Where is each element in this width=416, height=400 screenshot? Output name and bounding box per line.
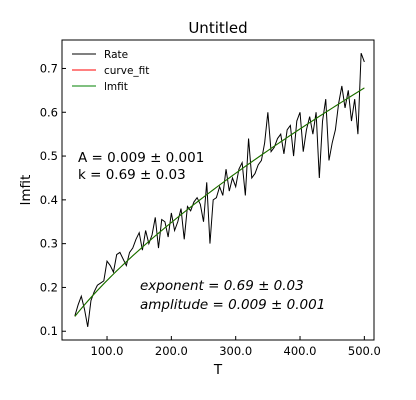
x-tick-label: 400.0 — [284, 344, 317, 358]
y-axis-label: lmfit — [18, 175, 34, 206]
series-line-rate — [74, 52, 365, 327]
y-tick-label: 0.7 — [40, 61, 58, 75]
legend-label-curve-fit: curve_fit — [104, 65, 149, 77]
fit-annotation-box-1: A = 0.009 ± 0.001 k = 0.69 ± 0.03 — [78, 150, 204, 183]
x-axis-label: T — [213, 362, 223, 378]
x-tick-label: 100.0 — [91, 344, 124, 358]
series-line-lmfit — [74, 87, 365, 317]
annotation-exponent: exponent = 0.69 ± 0.03 — [140, 278, 304, 294]
annotation-amplitude: amplitude = 0.009 ± 0.001 — [140, 297, 325, 313]
x-tick-label: 300.0 — [219, 344, 252, 358]
legend: Rate curve_fit lmfit — [72, 49, 149, 93]
legend-label-rate: Rate — [104, 49, 128, 61]
y-tick-label: 0.3 — [40, 237, 58, 251]
chart-title: Untitled — [188, 19, 247, 37]
x-tick-label: 200.0 — [155, 344, 188, 358]
y-tick-label: 0.6 — [40, 105, 58, 119]
legend-label-lmfit: lmfit — [104, 81, 128, 93]
x-tick-label: 500.0 — [348, 344, 381, 358]
fit-annotation-box-2: exponent = 0.69 ± 0.03 amplitude = 0.009… — [140, 278, 325, 313]
y-tick-label: 0.2 — [40, 280, 58, 294]
series-layer — [74, 52, 365, 327]
y-tick-label: 0.4 — [40, 193, 58, 207]
plot-frame — [61, 39, 375, 341]
y-tick-label: 0.5 — [40, 149, 58, 163]
y-tick-label: 0.1 — [40, 324, 58, 338]
plot-area — [62, 40, 374, 340]
annotation-amplitude-A: A = 0.009 ± 0.001 — [78, 150, 204, 166]
annotation-exponent-k: k = 0.69 ± 0.03 — [78, 167, 186, 183]
tick-layer: 100.0 200.0 300.0 400.0 500.0 0.1 0.2 0.3 0.4 0.5… — [40, 61, 381, 358]
